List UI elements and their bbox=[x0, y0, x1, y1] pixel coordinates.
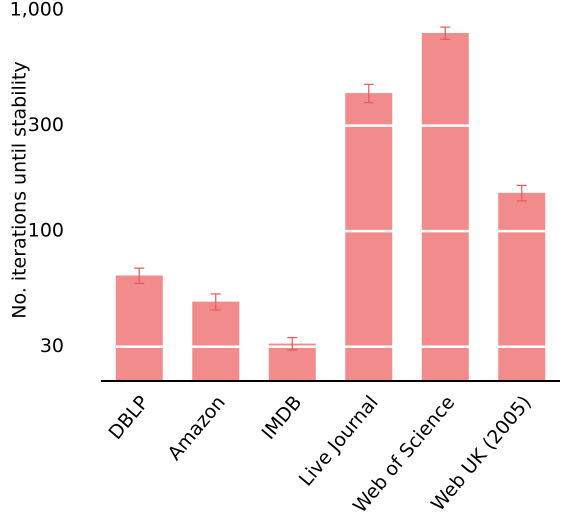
y-axis-label: No. iterations until stability bbox=[9, 61, 31, 319]
error-bar bbox=[440, 26, 451, 40]
error-bar bbox=[287, 336, 298, 351]
y-tick-label: 100 bbox=[28, 220, 64, 242]
x-tick-label: Amazon bbox=[164, 392, 230, 465]
y-tick-label: 30 bbox=[40, 335, 64, 357]
error-bar bbox=[210, 293, 221, 311]
y-tick-label: 300 bbox=[28, 114, 64, 136]
bar bbox=[115, 275, 163, 381]
bar bbox=[498, 192, 546, 381]
error-bar bbox=[363, 83, 374, 104]
x-tick-label: IMDB bbox=[258, 392, 307, 444]
error-bar bbox=[516, 184, 527, 202]
bar bbox=[192, 301, 240, 381]
error-bar bbox=[134, 267, 145, 285]
y-tick-label: 1,000 bbox=[10, 0, 64, 21]
x-tick-label: Live Journal bbox=[295, 392, 383, 491]
bar bbox=[421, 33, 469, 382]
bar bbox=[345, 93, 393, 382]
x-tick-label: DBLP bbox=[104, 392, 153, 444]
